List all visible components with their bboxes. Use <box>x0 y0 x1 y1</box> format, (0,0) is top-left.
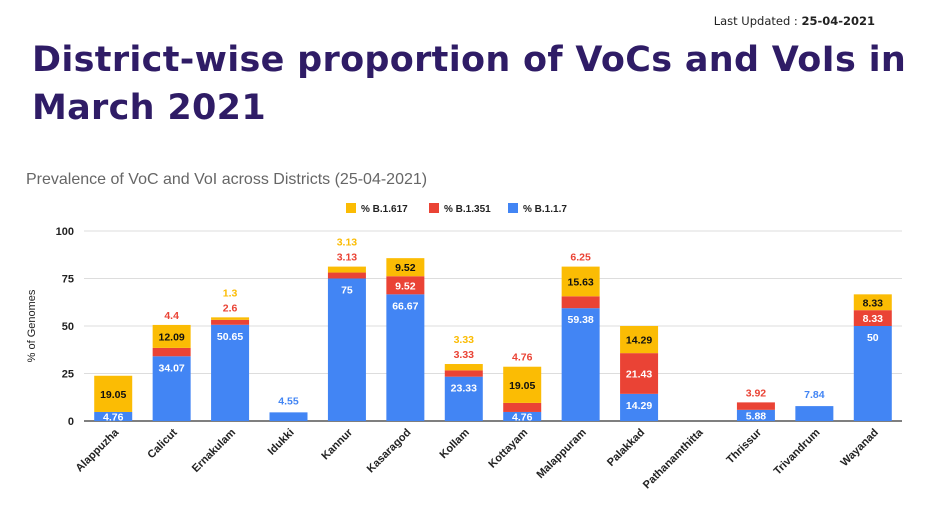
data-label: 3.13 <box>337 237 358 249</box>
data-label: 34.07 <box>159 362 185 374</box>
bar-segment <box>561 266 600 297</box>
y-tick-label: 0 <box>68 416 74 428</box>
x-tick-label: Kollam <box>437 426 472 461</box>
y-tick-label: 25 <box>62 369 74 381</box>
x-tick-label: Trivandrum <box>772 426 823 477</box>
chart-container: Prevalence of VoC and VoI across Distric… <box>18 165 918 523</box>
data-label: 4.76 <box>103 411 124 423</box>
x-tick-label: Wayanad <box>839 427 881 469</box>
data-label: 15.63 <box>568 276 594 288</box>
data-label: 14.29 <box>626 400 652 412</box>
data-label: 7.84 <box>804 389 825 401</box>
legend-swatch <box>508 203 518 213</box>
bar-segment <box>269 412 308 421</box>
data-label: 9.52 <box>395 262 416 274</box>
data-label: 50 <box>867 332 879 344</box>
x-tick-label: Kottayam <box>486 426 530 470</box>
bar-segment <box>211 324 250 421</box>
bar-segment <box>620 353 659 394</box>
data-label: 6.25 <box>570 252 591 264</box>
last-updated: Last Updated : 25-04-2021 <box>714 14 875 28</box>
data-label: 4.76 <box>512 411 533 423</box>
bar-segment <box>386 276 425 295</box>
bar-segment <box>561 308 600 421</box>
bar-segment <box>327 266 366 273</box>
data-label: 23.33 <box>451 383 477 395</box>
bar-segment <box>152 324 191 348</box>
bar-segment <box>853 310 892 326</box>
last-updated-label: Last Updated : <box>713 14 802 28</box>
page-title: District-wise proportion of VoCs and VoI… <box>32 40 907 128</box>
legend-label: % B.1.351 <box>444 204 491 215</box>
data-label: 8.33 <box>863 313 884 325</box>
data-label: 59.38 <box>568 314 594 326</box>
bar-segment <box>853 326 892 421</box>
bar-segment <box>503 411 542 421</box>
bar-segment <box>853 294 892 311</box>
data-label: 1.3 <box>223 287 238 299</box>
bar-segment <box>561 296 600 309</box>
x-tick-label: Thrissur <box>724 426 764 466</box>
data-label: 19.05 <box>100 389 126 401</box>
bar-segment <box>327 278 366 421</box>
data-label: 8.33 <box>863 297 884 309</box>
bar-segment <box>152 356 191 421</box>
bar-segment <box>795 406 834 421</box>
x-tick-label: Ernakulam <box>190 426 238 474</box>
x-tick-label: Idukki <box>266 427 297 458</box>
legend-swatch <box>429 203 439 213</box>
x-tick-label: Palakkad <box>605 427 647 469</box>
bar-segment <box>94 375 133 412</box>
x-tick-label: Alappuzha <box>74 426 122 474</box>
stacked-bar-chart: 0 25 50 75 100 % of Genomes % B.1.617 % B.1.351… <box>26 203 902 491</box>
bar-segment <box>620 393 659 421</box>
data-label: 75 <box>341 285 353 297</box>
x-tick-label: Kasaragod <box>365 427 414 476</box>
data-label: 19.05 <box>509 380 535 392</box>
bar-segment <box>444 370 483 377</box>
data-label: 9.52 <box>395 280 416 292</box>
y-tick-label: 50 <box>62 321 74 333</box>
legend-swatch <box>346 203 356 213</box>
data-label: 3.13 <box>337 252 358 264</box>
x-tick-label: Malappuram <box>534 426 588 480</box>
data-label: 3.92 <box>746 387 767 399</box>
chart-title: Prevalence of VoC and VoI across Distric… <box>26 171 428 188</box>
x-tick-label: Pathanamthitta <box>641 426 706 491</box>
bar-segment <box>444 364 483 371</box>
data-label: 4.4 <box>164 310 179 322</box>
data-label: 21.43 <box>626 368 652 380</box>
bar-segment <box>94 411 133 421</box>
bar-segment <box>503 402 542 412</box>
bar-segment <box>211 317 250 320</box>
data-label: 2.6 <box>223 302 238 314</box>
legend-label: % B.1.617 <box>361 204 408 215</box>
bar-segment <box>211 319 250 325</box>
data-label: 5.88 <box>746 410 767 422</box>
data-label: 3.33 <box>454 349 475 361</box>
data-label: 14.29 <box>626 335 652 347</box>
data-label: 12.09 <box>159 331 185 343</box>
bar-segment <box>152 347 191 357</box>
bar-segment <box>620 325 659 354</box>
data-label: 3.33 <box>454 334 475 346</box>
data-label: 50.65 <box>217 331 243 343</box>
y-tick-label: 75 <box>62 274 74 286</box>
data-label: 4.55 <box>278 395 299 407</box>
y-tick-label: 100 <box>56 226 74 238</box>
x-tick-label: Kannur <box>319 426 355 462</box>
data-label: 66.67 <box>392 300 418 312</box>
last-updated-date: 25-04-2021 <box>801 14 875 28</box>
bar-segment <box>444 376 483 421</box>
bar-segment <box>736 409 775 421</box>
bar-segment <box>736 402 775 410</box>
bar-segment <box>503 366 542 403</box>
bar-segment <box>327 272 366 279</box>
legend-label: % B.1.1.7 <box>523 204 567 215</box>
data-label: 4.76 <box>512 352 533 364</box>
y-axis-label: % of Genomes <box>26 289 38 362</box>
x-tick-label: Calicut <box>145 426 180 461</box>
bar-segment <box>386 258 425 277</box>
bar-segment <box>386 294 425 421</box>
